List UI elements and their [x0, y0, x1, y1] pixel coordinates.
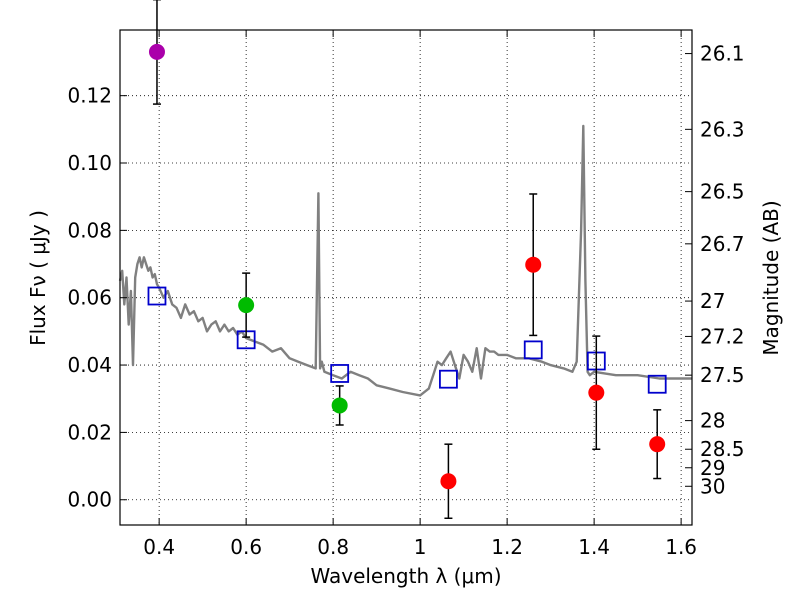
right-tick-label: 26.5 — [700, 180, 745, 204]
data-point — [238, 297, 255, 314]
marker-layer — [147, 0, 667, 520]
x-axis-label: Wavelength λ (μm) — [310, 564, 501, 588]
model-square — [147, 286, 167, 306]
y-tick-label: 0.02 — [67, 420, 112, 444]
x-tick-label: 1.4 — [578, 535, 610, 559]
right-axis-label: Magnitude (AB) — [759, 200, 783, 355]
data-point — [148, 43, 165, 60]
right-tick-label: 27 — [700, 289, 725, 313]
y-tick-label: 0.06 — [67, 286, 112, 310]
y-axis-label: Flux Fν ( μJy ) — [26, 210, 50, 346]
model-square — [330, 364, 350, 383]
right-tick-label: 28.5 — [700, 437, 745, 461]
x-tick-label: 1.6 — [665, 535, 697, 559]
right-tick-label: 29 — [700, 456, 725, 480]
right-tick-label: 30 — [700, 474, 725, 498]
spectrum-layer — [118, 124, 692, 397]
x-tick-label: 0.6 — [230, 535, 262, 559]
data-point — [440, 473, 457, 490]
model-square — [523, 340, 543, 360]
y-tick-label: 0.12 — [67, 84, 112, 108]
right-tick-label: 26.7 — [700, 232, 745, 256]
data-point — [331, 397, 348, 414]
spectrum-line — [118, 124, 692, 397]
x-tick-label: 0.4 — [143, 535, 175, 559]
ticks: 0.4 0.6 0.8 1 1.2 1.4 1.6 0.00 0.02 0.04 0.06 0.08 0… — [67, 30, 745, 559]
right-tick-label: 26.3 — [700, 117, 745, 141]
data-point — [525, 256, 542, 273]
right-tick-label: 26.1 — [700, 42, 745, 66]
y-tick-label: 0.10 — [67, 151, 112, 175]
right-tick-label: 27.5 — [700, 363, 745, 387]
data-point — [649, 436, 666, 453]
model-square — [647, 374, 667, 394]
x-tick-label: 1 — [414, 535, 427, 559]
y-tick-label: 0.00 — [67, 488, 112, 512]
x-tick-label: 0.8 — [317, 535, 349, 559]
model-square — [439, 369, 458, 389]
plot-frame — [119, 29, 693, 526]
y-tick-label: 0.08 — [67, 218, 112, 242]
right-tick-label: 28 — [700, 409, 725, 433]
right-tick-label: 27.2 — [700, 324, 745, 348]
grid — [120, 30, 692, 525]
x-tick-label: 1.2 — [491, 535, 523, 559]
y-tick-label: 0.04 — [67, 353, 112, 377]
data-point — [588, 384, 605, 401]
